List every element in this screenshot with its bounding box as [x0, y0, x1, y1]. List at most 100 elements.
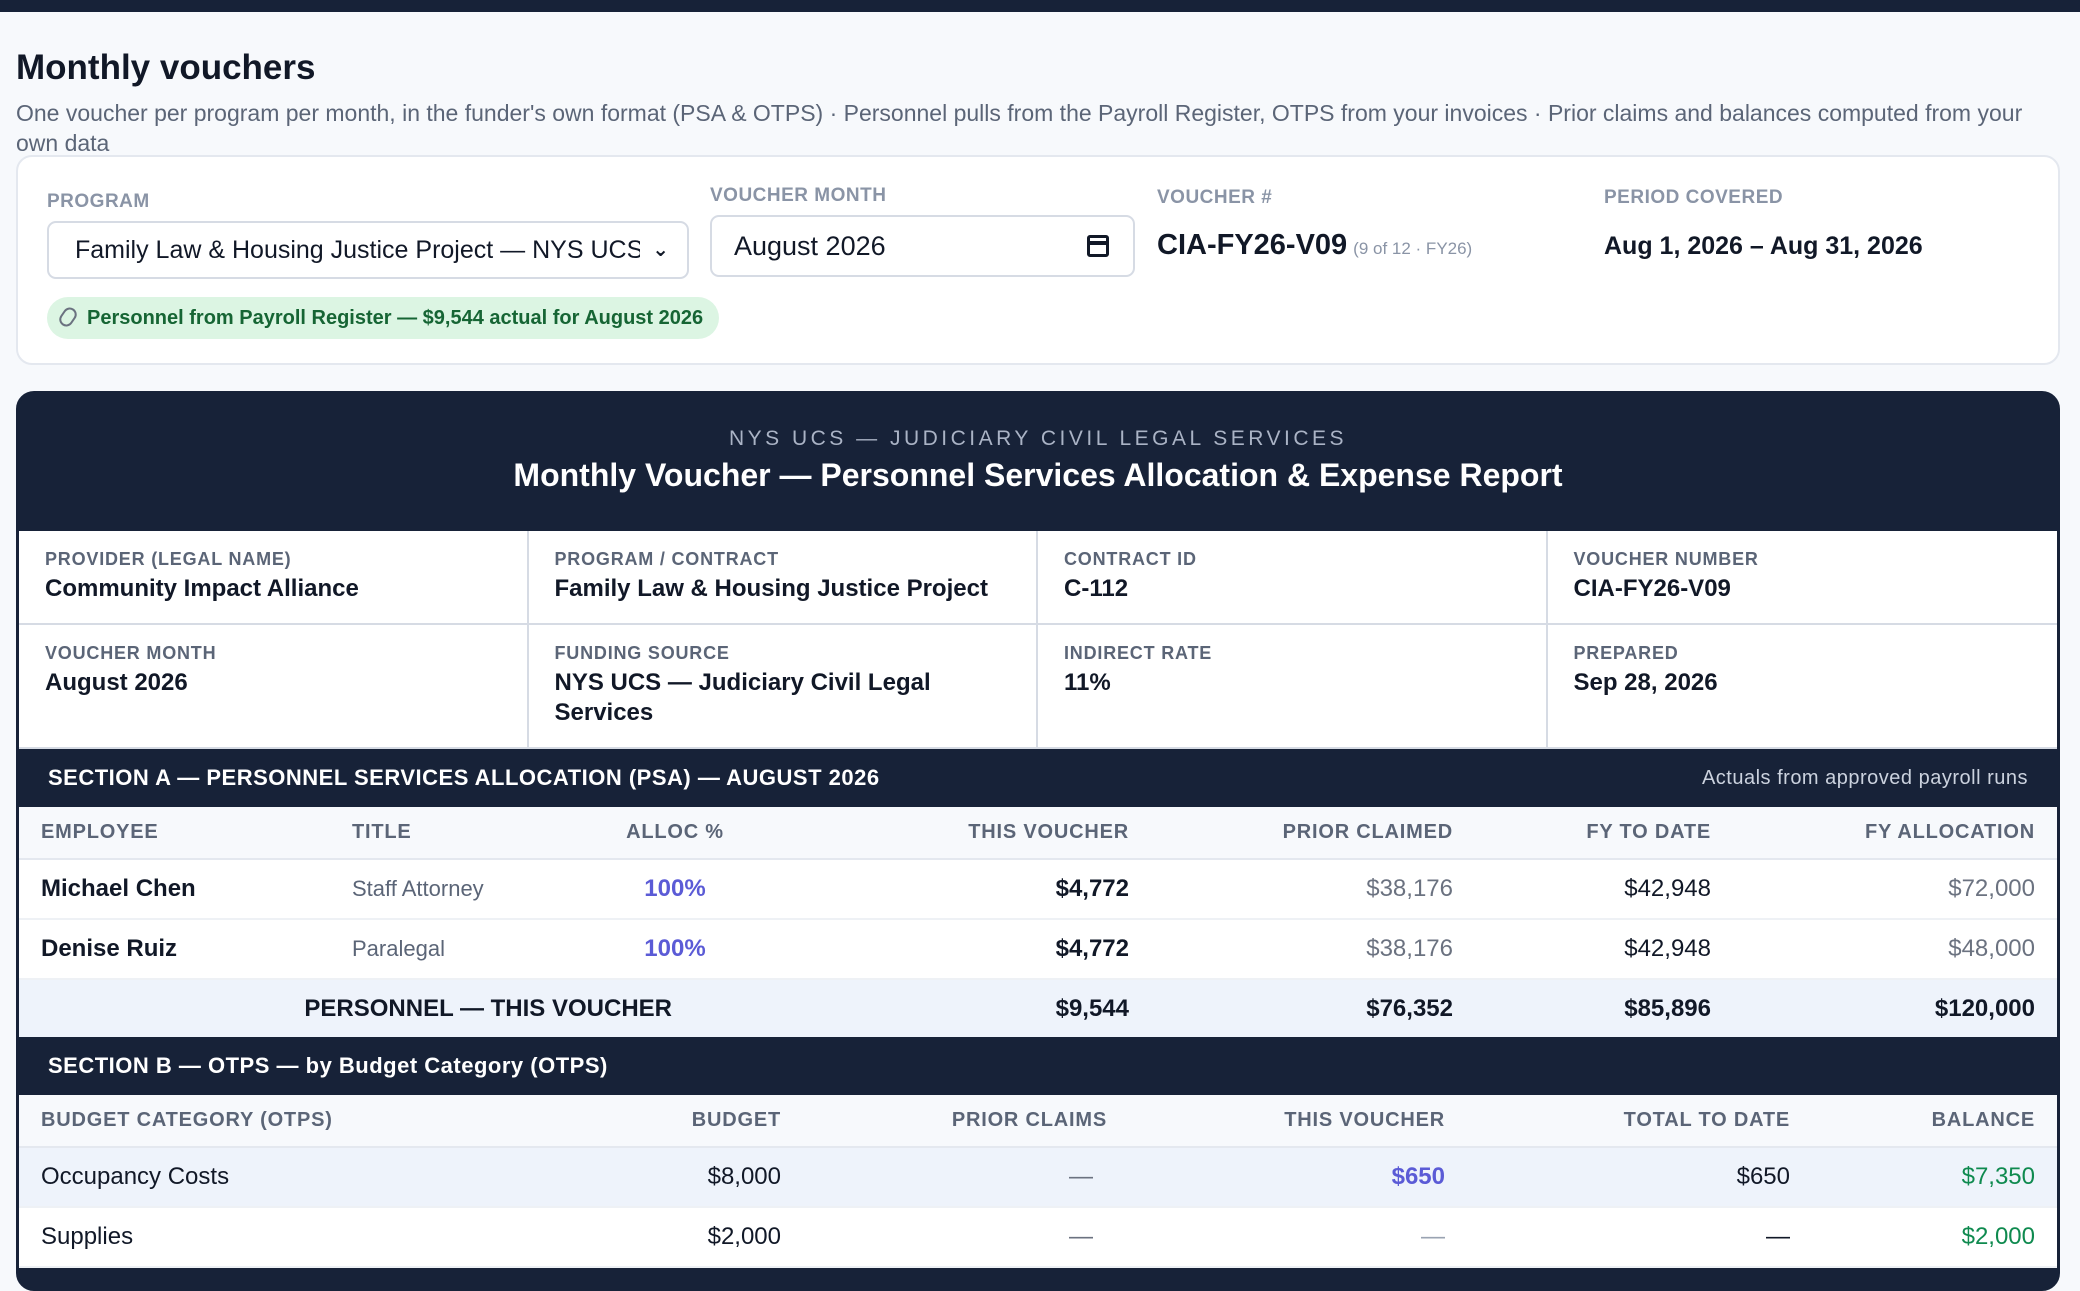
- fy-allocation-amount: $72,000: [1733, 859, 2057, 920]
- info-label: VOUCHER MONTH: [45, 643, 217, 663]
- voucher-number-value: CIA-FY26-V09: [1157, 229, 1348, 261]
- col-employee: EMPLOYEE: [19, 807, 330, 860]
- section-a-title: SECTION A — PERSONNEL SERVICES ALLOCATIO…: [48, 765, 880, 790]
- section-a-header: SECTION A — PERSONNEL SERVICES ALLOCATIO…: [19, 749, 2057, 807]
- voucher-number-label: VOUCHER #: [1157, 187, 1273, 208]
- total-this-voucher: $9,544: [760, 979, 1151, 1037]
- info-value: Community Impact Alliance: [45, 575, 359, 602]
- section-b-title: SECTION B — OTPS — by Budget Category (O…: [48, 1053, 608, 1078]
- info-label: CONTRACT ID: [1064, 549, 1197, 569]
- payroll-badge-text: Personnel from Payroll Register — $9,544…: [87, 307, 704, 329]
- table-row: Supplies $2,000 — — — $2,000: [19, 1207, 2057, 1268]
- col-prior-claims: PRIOR CLAIMS: [803, 1095, 1129, 1148]
- col-this-voucher: THIS VOUCHER: [1129, 1095, 1467, 1148]
- info-label: PREPARED: [1573, 643, 1679, 663]
- info-label: INDIRECT RATE: [1064, 643, 1213, 663]
- fy-to-date-amount: $42,948: [1475, 919, 1733, 980]
- period-covered-value: Aug 1, 2026 – Aug 31, 2026: [1604, 232, 1923, 260]
- info-value: August 2026: [45, 669, 188, 696]
- info-prepared: PREPARED Sep 28, 2026: [1547, 625, 2057, 749]
- table-row: Denise Ruiz Paralegal 100% $4,772 $38,17…: [19, 919, 2057, 980]
- info-value: 11%: [1064, 669, 1111, 696]
- employee-name: Denise Ruiz: [19, 919, 330, 980]
- page-subtitle: One voucher per program per month, in th…: [16, 100, 2023, 156]
- prior-claims-amount: —: [803, 1207, 1129, 1268]
- budget-category: Supplies: [19, 1207, 619, 1268]
- page-header: Monthly vouchers One voucher per program…: [16, 44, 2056, 158]
- section-b-header: SECTION B — OTPS — by Budget Category (O…: [19, 1037, 2057, 1095]
- total-prior-claimed: $76,352: [1151, 979, 1475, 1037]
- col-fy-to-date: FY TO DATE: [1475, 807, 1733, 860]
- program-select-value: Family Law & Housing Justice Project — N…: [75, 236, 640, 264]
- voucher-info-grid: PROVIDER (LEGAL NAME) Community Impact A…: [19, 531, 2057, 749]
- balance-amount: $7,350: [1812, 1147, 2057, 1208]
- personnel-total-row: PERSONNEL — THIS VOUCHER $9,544 $76,352 …: [19, 979, 2057, 1037]
- info-indirect-rate: INDIRECT RATE 11%: [1038, 625, 1548, 749]
- alloc-percent: 100%: [590, 919, 760, 980]
- info-value: CIA-FY26-V09: [1573, 575, 1731, 602]
- info-label: PROVIDER (LEGAL NAME): [45, 549, 292, 569]
- payroll-source-badge: Personnel from Payroll Register — $9,544…: [47, 297, 720, 339]
- info-voucher-month: VOUCHER MONTH August 2026: [19, 625, 529, 749]
- paperclip-icon: [56, 304, 80, 330]
- info-value: Sep 28, 2026: [1573, 669, 1718, 696]
- fy-to-date-amount: $42,948: [1475, 859, 1733, 920]
- col-prior-claimed: PRIOR CLAIMED: [1151, 807, 1475, 860]
- total-fy-to-date: $85,896: [1475, 979, 1733, 1037]
- report-header: NYS UCS — JUDICIARY CIVIL LEGAL SERVICES…: [19, 394, 2057, 531]
- balance-amount: $2,000: [1812, 1207, 2057, 1268]
- total-to-date-amount: $650: [1467, 1147, 1812, 1208]
- calendar-icon[interactable]: [1087, 235, 1109, 257]
- budget-amount: $2,000: [619, 1207, 803, 1268]
- col-fy-allocation: FY ALLOCATION: [1733, 807, 2057, 860]
- section-a-note: Actuals from approved payroll runs: [1701, 766, 2028, 789]
- col-alloc: ALLOC %: [590, 807, 760, 860]
- this-voucher-amount: $650: [1129, 1147, 1467, 1208]
- psa-header-row: EMPLOYEE TITLE ALLOC % THIS VOUCHER PRIO…: [19, 807, 2057, 860]
- otps-header-row: BUDGET CATEGORY (OTPS) BUDGET PRIOR CLAI…: [19, 1095, 2057, 1148]
- program-select[interactable]: Family Law & Housing Justice Project — N…: [47, 221, 689, 279]
- employee-title: Paralegal: [330, 919, 590, 980]
- page-title: Monthly vouchers: [16, 48, 316, 87]
- voucher-month-label: VOUCHER MONTH: [710, 185, 887, 206]
- employee-title: Staff Attorney: [330, 859, 590, 920]
- total-fy-allocation: $120,000: [1733, 979, 2057, 1037]
- fy-allocation-amount: $48,000: [1733, 919, 2057, 980]
- employee-name: Michael Chen: [19, 859, 330, 920]
- col-budget: BUDGET: [619, 1095, 803, 1148]
- prior-claimed-amount: $38,176: [1151, 919, 1475, 980]
- budget-amount: $8,000: [619, 1147, 803, 1208]
- top-bar: [0, 0, 2080, 12]
- alloc-percent: 100%: [590, 859, 760, 920]
- info-label: PROGRAM / CONTRACT: [554, 549, 779, 569]
- chevron-down-icon: ⌄: [652, 239, 669, 261]
- prior-claims-amount: —: [803, 1147, 1129, 1208]
- voucher-sequence: (9 of 12 · FY26): [1353, 239, 1473, 258]
- otps-table: BUDGET CATEGORY (OTPS) BUDGET PRIOR CLAI…: [19, 1095, 2057, 1268]
- info-value: NYS UCS — Judiciary Civil Legal Services: [554, 669, 931, 726]
- info-funding-source: FUNDING SOURCE NYS UCS — Judiciary Civil…: [528, 625, 1038, 749]
- info-contract-id: CONTRACT ID C-112: [1038, 531, 1548, 625]
- total-to-date-amount: —: [1467, 1207, 1812, 1268]
- report-title: Monthly Voucher — Personnel Services All…: [513, 457, 1563, 493]
- info-label: VOUCHER NUMBER: [1573, 549, 1759, 569]
- info-voucher-number: VOUCHER NUMBER CIA-FY26-V09: [1547, 531, 2057, 625]
- col-total-to-date: TOTAL TO DATE: [1467, 1095, 1812, 1148]
- program-label: PROGRAM: [47, 191, 150, 212]
- this-voucher-amount: —: [1129, 1207, 1467, 1268]
- info-value: Family Law & Housing Justice Project: [554, 575, 988, 602]
- info-provider: PROVIDER (LEGAL NAME) Community Impact A…: [19, 531, 529, 625]
- voucher-month-input[interactable]: August 2026: [710, 215, 1135, 277]
- this-voucher-amount: $4,772: [760, 919, 1151, 980]
- table-row: Michael Chen Staff Attorney 100% $4,772 …: [19, 859, 2057, 920]
- col-budget-category: BUDGET CATEGORY (OTPS): [19, 1095, 619, 1148]
- col-title: TITLE: [330, 807, 590, 860]
- col-this-voucher: THIS VOUCHER: [760, 807, 1151, 860]
- personnel-total-label: PERSONNEL — THIS VOUCHER: [19, 979, 760, 1037]
- voucher-number: CIA-FY26-V09 (9 of 12 · FY26): [1157, 229, 1472, 262]
- voucher-controls-panel: PROGRAM Family Law & Housing Justice Pro…: [16, 155, 2060, 365]
- period-covered-label: PERIOD COVERED: [1604, 187, 1784, 208]
- report-funder: NYS UCS — JUDICIARY CIVIL LEGAL SERVICES: [728, 427, 1348, 450]
- this-voucher-amount: $4,772: [760, 859, 1151, 920]
- col-balance: BALANCE: [1812, 1095, 2057, 1148]
